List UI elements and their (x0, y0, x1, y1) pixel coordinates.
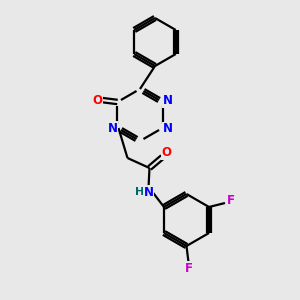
Text: F: F (184, 262, 193, 275)
Text: F: F (227, 194, 235, 208)
Text: O: O (92, 94, 103, 106)
Text: O: O (161, 146, 172, 160)
Text: N: N (143, 185, 154, 199)
Text: N: N (163, 94, 172, 107)
Text: N: N (107, 122, 118, 134)
Text: H: H (135, 187, 144, 197)
Text: N: N (163, 122, 172, 136)
